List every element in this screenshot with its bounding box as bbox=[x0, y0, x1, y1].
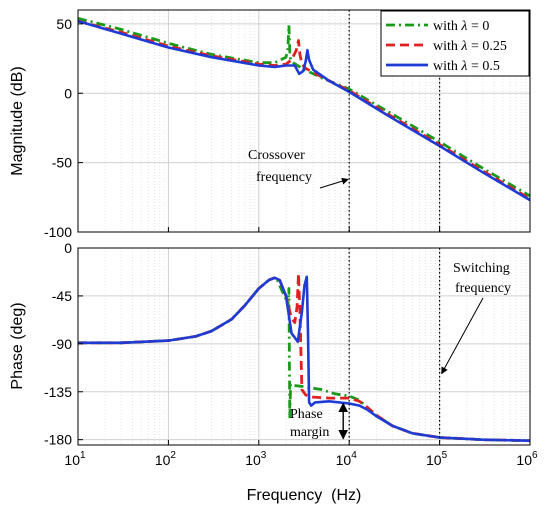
phase-plot-frame bbox=[77, 247, 531, 446]
magnitude-plot: Crossover frequency -100 -50 0 50 Magnitude … bbox=[9, 9, 531, 240]
crossover-annotation: Crossover frequency bbox=[248, 148, 349, 189]
y-tick-label: -50 bbox=[52, 155, 72, 171]
phase-y-axis-label: Phase (deg) bbox=[9, 302, 26, 389]
y-tick-label: -90 bbox=[52, 336, 72, 352]
legend-entry-2: with λ = 0.5 bbox=[433, 59, 500, 74]
y-tick-label: 0 bbox=[64, 85, 72, 101]
x-axis-label: Frequency (Hz) bbox=[247, 487, 362, 504]
x-tick-label: 103 bbox=[245, 450, 267, 468]
phase-margin-label-line2: margin bbox=[290, 425, 329, 440]
mag-series-line-0 bbox=[77, 16, 531, 198]
y-tick-label: -45 bbox=[52, 288, 72, 304]
y-tick-label: -180 bbox=[44, 432, 72, 448]
legend-entry-1: with λ = 0.25 bbox=[433, 39, 507, 54]
legend-entry-0: with λ = 0 bbox=[433, 19, 489, 34]
y-tick-label: -100 bbox=[44, 224, 72, 240]
ph-series-line-2 bbox=[78, 275, 531, 442]
phase-annotations: Switching frequency Phase margin bbox=[290, 248, 511, 445]
switching-label-line1: Switching bbox=[453, 261, 510, 276]
magnitude-annotations: Crossover frequency bbox=[248, 10, 441, 232]
crossover-label-line2: frequency bbox=[256, 170, 312, 185]
x-tick-label: 101 bbox=[64, 450, 86, 468]
switching-arrow bbox=[441, 297, 484, 375]
magnitude-plot-frame bbox=[77, 9, 531, 233]
y-tick-label: 0 bbox=[64, 240, 72, 256]
crossover-label-line1: Crossover bbox=[248, 148, 305, 163]
phase-margin-annotation: Phase margin bbox=[290, 402, 349, 440]
y-tick-label: -135 bbox=[44, 384, 72, 400]
x-tick-label: 105 bbox=[426, 450, 448, 468]
mag-series-line-2 bbox=[77, 19, 531, 202]
phase-x-ticks: 101 102 103 104 105 106 bbox=[64, 227, 538, 468]
phase-plot: Switching frequency Phase margin -180 -135 -9… bbox=[9, 227, 538, 504]
magnitude-y-ticks: -100 -50 0 50 bbox=[44, 16, 83, 240]
x-tick-label: 102 bbox=[155, 450, 177, 468]
switching-label-line2: frequency bbox=[455, 281, 511, 296]
phase-series bbox=[78, 272, 531, 443]
magnitude-y-axis-label: Magnitude (dB) bbox=[9, 66, 26, 175]
magnitude-series bbox=[77, 16, 531, 202]
legend: with λ = 0 with λ = 0.25 with λ = 0.5 bbox=[380, 10, 530, 77]
switching-annotation: Switching frequency bbox=[441, 261, 511, 375]
phase-margin-label-line1: Phase bbox=[290, 407, 323, 422]
mag-series-line-1 bbox=[77, 19, 531, 200]
y-tick-label: 50 bbox=[56, 16, 72, 32]
x-tick-label: 106 bbox=[516, 450, 538, 468]
x-tick-label: 104 bbox=[336, 450, 358, 468]
crossover-arrow bbox=[319, 177, 349, 189]
phase-y-ticks: -180 -135 -90 -45 0 bbox=[44, 240, 83, 448]
